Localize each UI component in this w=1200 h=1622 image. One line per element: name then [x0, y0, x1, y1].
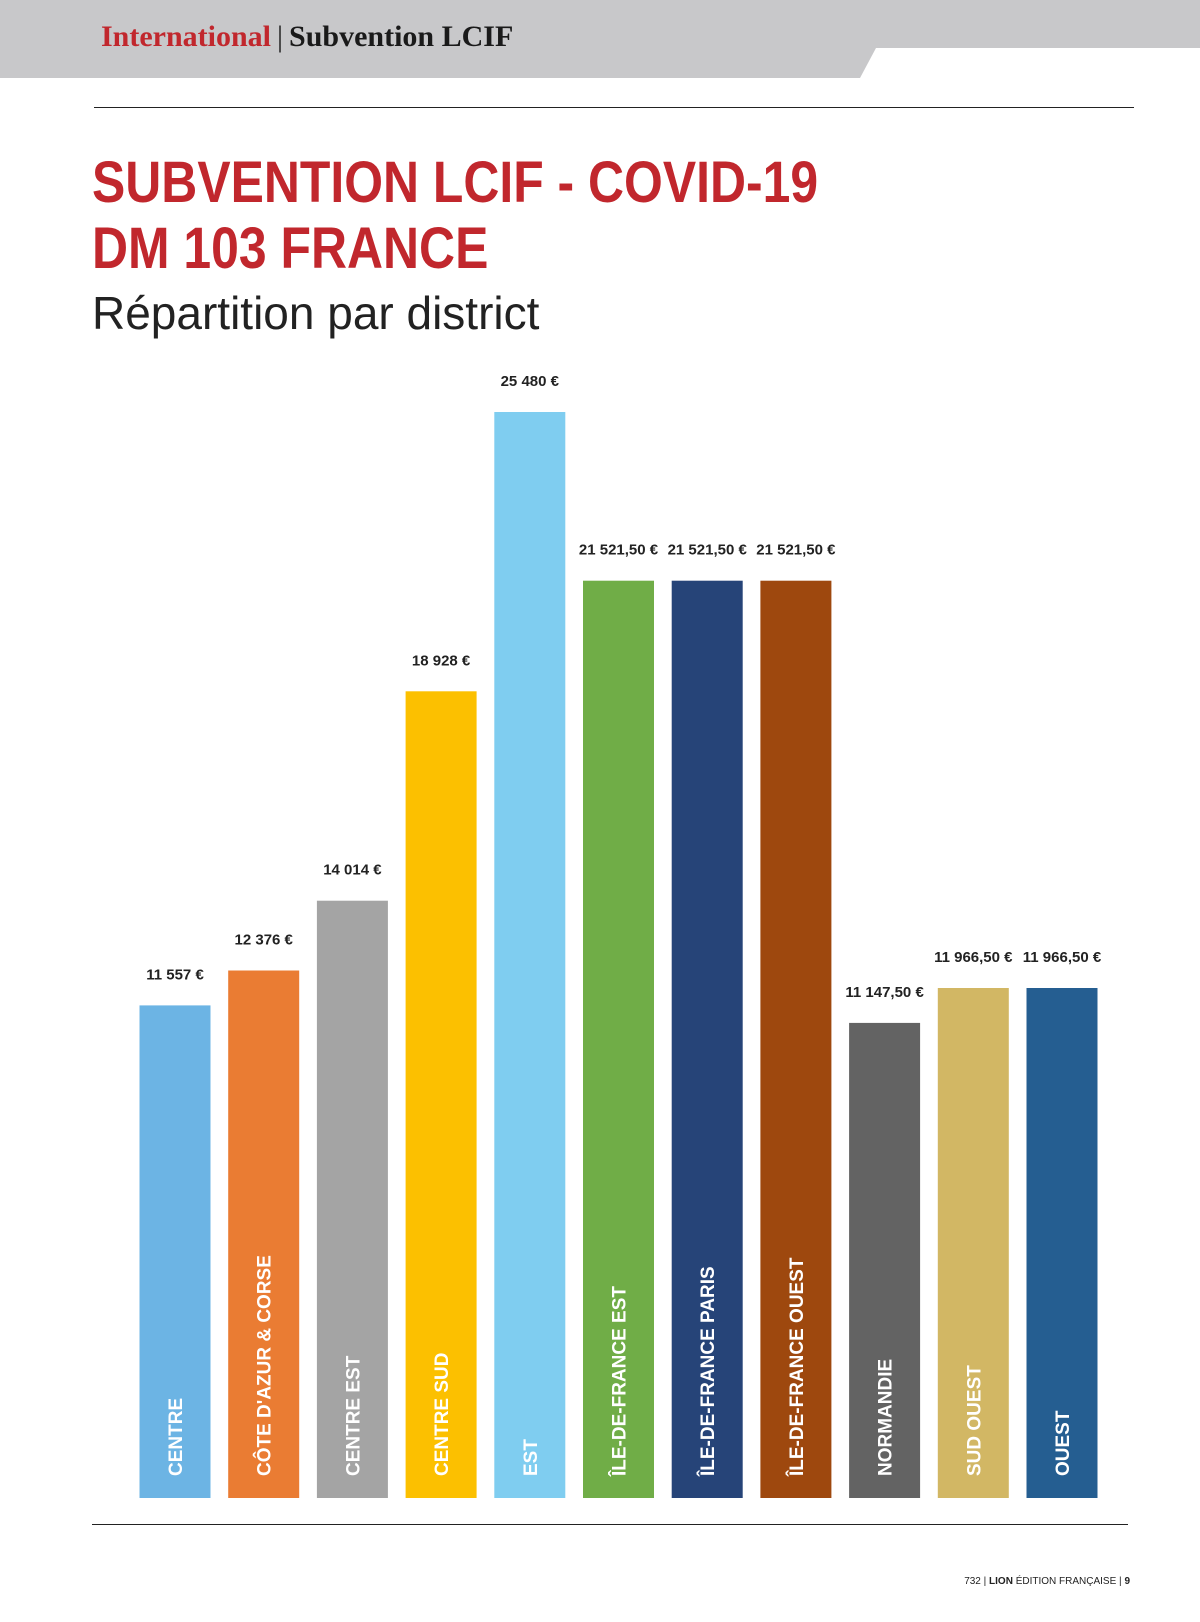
bottom-rule: [92, 1524, 1128, 1525]
bar-2: [316, 900, 388, 1498]
value-label-10: 11 966,50 €: [1023, 949, 1102, 966]
header-band: [0, 0, 1200, 78]
bar-5: [583, 580, 654, 1498]
value-label-7: 21 521,50 €: [756, 542, 836, 559]
category-label-6: ÎLE-DE-FRANCE PARIS: [697, 1266, 719, 1477]
bar-3: [405, 691, 477, 1498]
category-label-2: CENTRE EST: [343, 1355, 364, 1476]
footer-issue: 732: [964, 1576, 981, 1587]
bar-10: [1026, 988, 1098, 1498]
bar-7: [760, 580, 832, 1498]
header-section: International: [101, 20, 272, 53]
value-label-3: 18 928 €: [412, 652, 471, 669]
category-label-4: EST: [521, 1439, 542, 1476]
bar-1: [228, 970, 300, 1498]
page-title: SUBVENTION LCIF - COVID-19 DM 103 FRANCE: [92, 150, 818, 282]
bar-4: [494, 412, 566, 1498]
category-label-9: SUD OUEST: [964, 1365, 985, 1476]
value-label-2: 14 014 €: [323, 862, 382, 879]
category-label-1: CÔTE D'AZUR & CORSE: [254, 1255, 276, 1476]
category-label-0: CENTRE: [166, 1398, 187, 1476]
value-label-0: 11 557 €: [146, 966, 204, 983]
header-breadcrumb: International | Subvention LCIF: [101, 20, 513, 54]
value-label-6: 21 521,50 €: [668, 542, 748, 559]
bar-6: [671, 580, 743, 1498]
category-label-7: ÎLE-DE-FRANCE OUEST: [786, 1257, 808, 1477]
bar-8: [849, 1022, 921, 1498]
title-line-1: SUBVENTION LCIF - COVID-19: [92, 150, 819, 215]
value-label-5: 21 521,50 €: [579, 542, 659, 559]
category-label-8: NORMANDIE: [876, 1359, 897, 1476]
footer-page: 9: [1124, 1576, 1130, 1587]
page-footer: 732 | LION ÉDITION FRANÇAISE | 9: [964, 1576, 1130, 1587]
bar-chart: 11 557 € CENTRE 12 376 € CÔTE D'AZUR & CORS…: [139, 373, 1102, 1498]
value-label-1: 12 376 €: [235, 932, 294, 949]
header-separator: |: [277, 20, 284, 53]
top-rule: [94, 107, 1134, 108]
page-subtitle: Répartition par district: [92, 287, 540, 339]
footer-brand: LION: [989, 1576, 1013, 1587]
header-topic: Subvention LCIF: [289, 20, 514, 53]
value-label-9: 11 966,50 €: [934, 949, 1013, 966]
footer-edition: ÉDITION FRANÇAISE: [1015, 1576, 1117, 1587]
title-line-2: DM 103 FRANCE: [92, 216, 489, 281]
value-label-4: 25 480 €: [501, 373, 560, 390]
category-label-5: ÎLE-DE-FRANCE EST: [609, 1286, 631, 1477]
bar-9: [937, 988, 1009, 1498]
category-label-10: OUEST: [1053, 1410, 1074, 1476]
category-label-3: CENTRE SUD: [432, 1352, 453, 1476]
value-label-8: 11 147,50 €: [845, 984, 924, 1001]
bar-0: [139, 1005, 211, 1498]
